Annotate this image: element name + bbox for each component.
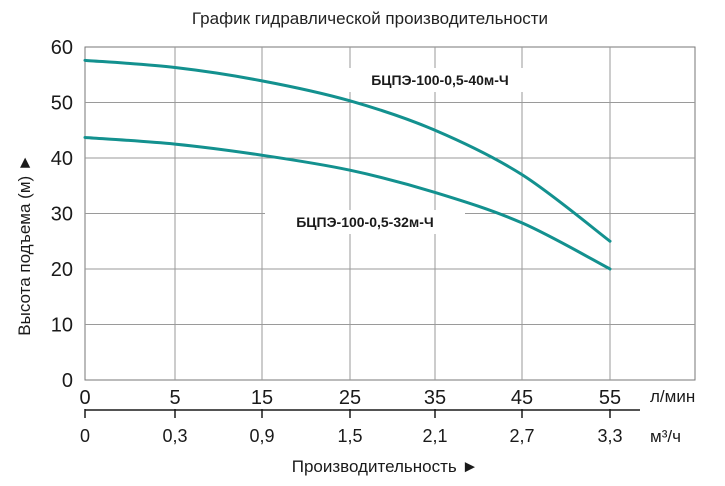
series-label-background <box>265 210 465 234</box>
x-tick-label-primary: 25 <box>339 387 361 409</box>
x-tick-label-secondary: 0 <box>80 426 90 446</box>
x-tick-label-primary: 15 <box>251 387 273 409</box>
grid <box>84 46 696 381</box>
y-tick-label: 0 <box>62 370 73 392</box>
x-tick-label-primary: 45 <box>511 387 533 409</box>
y-tick-label: 10 <box>51 315 73 337</box>
x-tick-label-secondary: 2,7 <box>509 426 534 446</box>
x-tick-label-primary: 0 <box>79 387 90 409</box>
x-tick-label-primary: 55 <box>599 387 621 409</box>
x-axis-unit-secondary: м³/ч <box>650 427 681 446</box>
y-tick-label: 30 <box>51 204 73 226</box>
series-line <box>83 58 612 243</box>
x-tick-label-primary: 35 <box>424 387 446 409</box>
y-tick-label: 20 <box>51 259 73 281</box>
x-axis-unit-primary: л/мин <box>650 387 695 406</box>
x-tick-label-secondary: 3,3 <box>597 426 622 446</box>
y-tick-label: 60 <box>51 37 73 59</box>
series-label-background <box>340 68 540 92</box>
axes: 0 10 20 30 40 50 60 0 5 15 25 35 45 55 0 0,3 0,9 1,5 2,1 2,… <box>51 37 640 446</box>
curves <box>83 58 612 271</box>
chart-title: График гидравлической производительности <box>192 9 548 28</box>
x-tick-label-primary: 5 <box>169 387 180 409</box>
y-axis-title: Высота подъема (м) ► <box>15 154 34 335</box>
series-label: БЦПЭ-100-0,5-32м-Ч <box>296 214 434 230</box>
x-tick-label-secondary: 0,9 <box>249 426 274 446</box>
series-labels: БЦПЭ-100-0,5-40м-Ч БЦПЭ-100-0,5-32м-Ч <box>265 68 540 234</box>
x-tick-label-secondary: 0,3 <box>162 426 187 446</box>
series-label: БЦПЭ-100-0,5-40м-Ч <box>371 72 509 88</box>
series-line <box>83 135 612 271</box>
y-tick-label: 50 <box>51 93 73 115</box>
x-tick-label-secondary: 1,5 <box>337 426 362 446</box>
x-axis-title: Производительность ► <box>292 457 479 476</box>
y-tick-label: 40 <box>51 148 73 170</box>
x-tick-label-secondary: 2,1 <box>422 426 447 446</box>
